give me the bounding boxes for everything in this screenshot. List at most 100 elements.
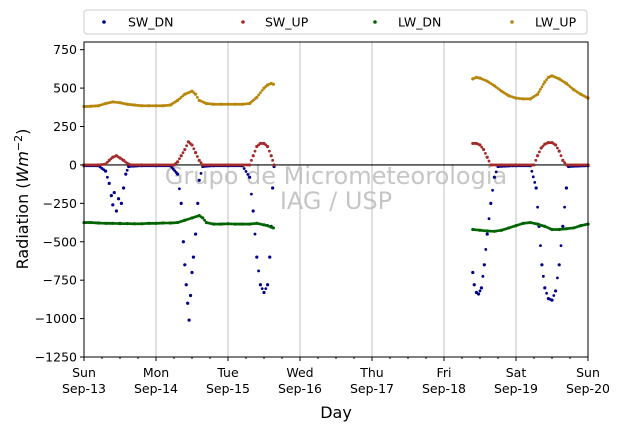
data-point <box>484 248 488 251</box>
data-point <box>481 274 485 278</box>
data-point <box>255 95 259 99</box>
data-point <box>178 157 181 161</box>
data-point <box>114 209 118 213</box>
data-point <box>556 276 559 280</box>
data-point <box>190 143 194 147</box>
x-tick-label-date: Sep-15 <box>206 381 250 396</box>
data-point <box>183 147 187 152</box>
data-point <box>255 255 259 259</box>
legend-label-lw-dn: LW_DN <box>398 15 441 30</box>
data-point <box>188 293 193 298</box>
data-point <box>491 188 494 192</box>
data-point <box>194 232 198 236</box>
data-point <box>271 158 275 162</box>
data-point <box>485 155 489 159</box>
y-tick-label: 750 <box>53 42 77 57</box>
data-point <box>190 270 194 275</box>
data-point <box>260 89 264 92</box>
data-point <box>550 298 554 302</box>
y-tick-label: −750 <box>43 273 77 288</box>
data-point <box>266 283 270 287</box>
data-point <box>534 158 538 162</box>
data-point <box>184 283 188 287</box>
x-tick-label-date: Sep-14 <box>134 381 178 396</box>
x-tick-label-date: Sep-19 <box>494 381 538 396</box>
data-point <box>541 274 545 278</box>
data-points <box>82 74 590 322</box>
x-tick-label-day: Sat <box>506 365 527 380</box>
y-axis-label: Radiation (Wm−2) <box>12 129 32 270</box>
legend-marker-sw-up <box>241 20 245 24</box>
data-point <box>541 83 545 86</box>
data-point <box>478 289 482 293</box>
x-axis-label: Day <box>320 403 352 422</box>
data-point <box>106 160 109 164</box>
data-point <box>478 143 482 147</box>
data-point <box>181 151 185 155</box>
data-point <box>260 287 264 291</box>
data-point <box>268 255 272 259</box>
data-point <box>258 283 262 287</box>
data-point <box>124 172 128 176</box>
data-point <box>106 175 109 179</box>
data-point <box>554 289 558 293</box>
data-point <box>541 144 545 148</box>
legend: SW_DN SW_UP LW_DN LW_UP <box>83 9 588 35</box>
data-point <box>257 269 260 273</box>
data-point <box>479 286 484 290</box>
data-point <box>559 154 563 158</box>
data-point <box>484 152 487 155</box>
data-point <box>253 232 257 236</box>
x-tick-label-date: Sep-18 <box>422 381 466 396</box>
data-point <box>179 201 183 205</box>
x-tick-label-day: Sun <box>576 365 600 380</box>
data-point <box>201 216 205 220</box>
data-point <box>203 218 207 222</box>
data-point <box>197 178 201 182</box>
data-point <box>476 292 481 296</box>
data-point <box>557 263 561 267</box>
data-point <box>530 169 534 173</box>
data-point <box>271 82 275 86</box>
data-point <box>199 161 203 165</box>
grid-lines <box>155 42 517 357</box>
data-point <box>492 175 496 179</box>
data-point <box>242 167 246 170</box>
data-point <box>554 143 558 147</box>
data-point <box>540 263 544 267</box>
data-point <box>545 78 548 82</box>
y-tick-label: −1250 <box>35 350 77 365</box>
x-tick-label-day: Mon <box>143 365 169 380</box>
data-point <box>564 186 569 190</box>
data-point <box>536 205 539 209</box>
data-point <box>257 93 260 97</box>
data-point <box>246 172 250 176</box>
data-point <box>471 270 475 275</box>
data-point <box>487 159 491 163</box>
y-tick-label: 0 <box>69 157 77 172</box>
y-tick-label: −250 <box>43 196 77 211</box>
data-point <box>494 170 498 174</box>
series-lw-up <box>82 74 590 109</box>
legend-marker-sw-dn <box>102 20 106 24</box>
data-point <box>196 155 199 158</box>
data-point <box>125 168 129 172</box>
data-point <box>540 85 544 89</box>
data-point <box>537 90 541 94</box>
x-tick-label-day: Sun <box>72 365 96 380</box>
legend-label-sw-dn: SW_DN <box>128 15 174 30</box>
y-tick-label: 250 <box>53 119 77 134</box>
data-point <box>482 263 486 267</box>
data-point <box>561 158 565 162</box>
data-point <box>536 92 540 96</box>
y-tick-label: −1000 <box>35 311 77 326</box>
legend-marker-lw-dn <box>373 20 377 24</box>
data-point <box>176 172 180 176</box>
data-point <box>194 92 198 96</box>
data-point <box>250 158 253 162</box>
data-point <box>109 194 113 198</box>
data-point <box>196 95 199 99</box>
data-point <box>539 87 542 91</box>
data-point <box>563 161 566 165</box>
data-point <box>262 290 266 295</box>
